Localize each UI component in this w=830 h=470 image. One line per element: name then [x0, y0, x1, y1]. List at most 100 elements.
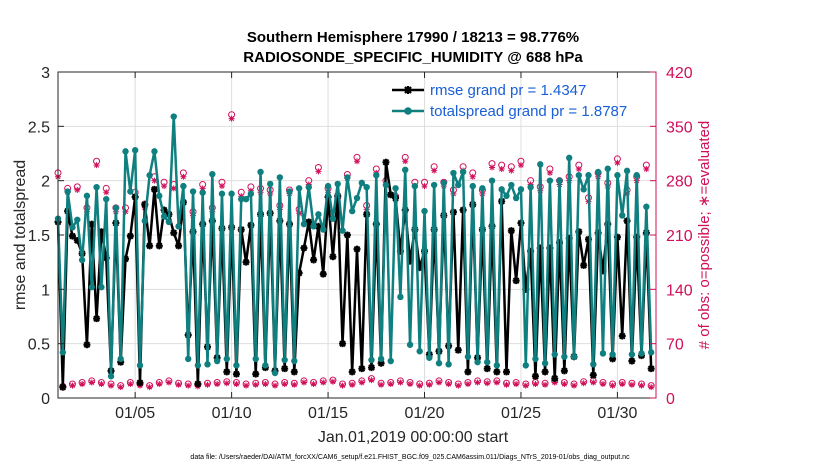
obs-evaluated-point	[117, 384, 124, 391]
totalspread-point	[397, 293, 404, 301]
rmse-point	[281, 365, 289, 373]
totalspread-point	[281, 356, 288, 364]
rmse-point	[141, 201, 149, 209]
y2-tick-label: 350	[666, 119, 693, 136]
y2-tick-label: 210	[666, 228, 693, 245]
rmse-point	[170, 229, 178, 237]
obs-evaluated-point	[175, 381, 182, 388]
rmse-point	[556, 239, 564, 247]
rmse-point	[290, 368, 298, 376]
totalspread-point	[377, 355, 385, 363]
rmse-point	[527, 247, 535, 255]
totalspread-point	[594, 168, 602, 176]
rmse-point	[339, 340, 347, 348]
totalspread-point	[551, 351, 558, 358]
obs-evaluated-point	[165, 379, 172, 386]
totalspread-point	[315, 211, 322, 218]
totalspread-point	[175, 223, 182, 230]
y-tick-label: 2	[41, 174, 50, 191]
rmse-point	[175, 242, 183, 250]
obs-evaluated-point	[315, 168, 322, 175]
obs-evaluated-point	[170, 185, 177, 192]
totalspread-point	[580, 186, 587, 193]
obs-evaluated-point	[464, 381, 471, 388]
rmse-point	[551, 374, 559, 382]
totalspread-point	[305, 183, 312, 191]
y2-tick-label: 140	[666, 282, 693, 299]
totalspread-point	[165, 218, 173, 226]
obs-evaluated-point	[474, 379, 481, 386]
obs-evaluated-point	[571, 382, 578, 389]
totalspread-point	[131, 147, 139, 154]
rmse-point	[93, 315, 101, 323]
totalspread-point	[609, 351, 616, 358]
obs-evaluated-point	[79, 381, 86, 388]
totalspread-point	[604, 165, 611, 172]
obs-evaluated-point	[580, 380, 587, 387]
obs-evaluated-point	[431, 167, 438, 174]
totalspread-point	[151, 148, 158, 155]
rmse-point	[136, 379, 144, 387]
rmse-point	[252, 370, 260, 378]
rmse-point	[421, 247, 429, 255]
totalspread-point	[590, 361, 597, 368]
totalspread-point	[469, 182, 476, 190]
totalspread-point	[363, 183, 370, 191]
totalspread-point	[402, 166, 409, 173]
totalspread-point	[484, 358, 491, 366]
y-tick-label: 2.5	[28, 119, 50, 136]
totalspread-point	[329, 215, 337, 222]
totalspread-point	[160, 213, 168, 220]
totalspread-point	[78, 256, 86, 264]
rmse-point	[150, 185, 158, 193]
totalspread-point	[633, 172, 640, 179]
totalspread-point	[300, 220, 308, 228]
totalspread-point	[170, 113, 177, 120]
chart-subtitle: RADIOSONDE_SPECIFIC_HUMIDITY @ 688 hPa	[243, 49, 583, 66]
totalspread-point	[136, 362, 144, 369]
rmse-point	[507, 227, 515, 235]
legend: rmse grand pr = 1.4347 totalspread grand…	[392, 82, 627, 120]
totalspread-point	[339, 227, 346, 234]
totalspread-point	[122, 148, 129, 155]
totalspread-point	[146, 172, 153, 179]
obs-evaluated-point	[469, 173, 476, 180]
obs-evaluated-point	[223, 380, 230, 387]
rmse-point	[155, 242, 163, 250]
totalspread-point	[103, 195, 110, 203]
rmse-point	[319, 270, 327, 278]
totalspread-point	[93, 183, 100, 191]
totalspread-point	[416, 348, 423, 355]
rmse-point	[310, 256, 318, 264]
totalspread-point	[435, 360, 443, 367]
obs-evaluated-point	[455, 382, 462, 389]
totalspread-point	[493, 362, 501, 369]
totalspread-line	[56, 115, 653, 378]
obs-evaluated-point	[513, 381, 520, 388]
obs-evaluated-point	[199, 185, 206, 192]
obs-evaluated-point	[310, 381, 317, 388]
rmse-point	[522, 285, 530, 293]
rmse-point	[305, 218, 313, 226]
totalspread-point	[406, 341, 414, 348]
obs-evaluated-point	[445, 381, 452, 388]
totalspread-point	[180, 182, 187, 190]
series-lines	[54, 113, 655, 391]
totalspread-point	[382, 181, 390, 189]
plot-area: 01/05 01/10 01/15 01/20 01/25 01/30 0 0.5 1 1.5 2…	[28, 65, 693, 422]
totalspread-point	[541, 360, 549, 367]
totalspread-point	[199, 189, 206, 196]
rmse-point	[633, 233, 641, 241]
x-tick-label: 01/05	[115, 405, 155, 422]
rmse-point	[372, 220, 380, 228]
totalspread-point	[464, 353, 472, 360]
totalspread-point	[74, 216, 81, 223]
rmse-point	[613, 233, 621, 241]
totalspread-point	[291, 357, 298, 365]
obs-evaluated-point	[416, 382, 423, 389]
rmse-point	[102, 254, 110, 262]
legend-spread-label: totalspread grand pr = 1.8787	[430, 103, 627, 120]
obs-evaluated-point	[233, 381, 240, 388]
obs-evaluated-point	[368, 377, 375, 384]
totalspread-point	[107, 373, 115, 380]
